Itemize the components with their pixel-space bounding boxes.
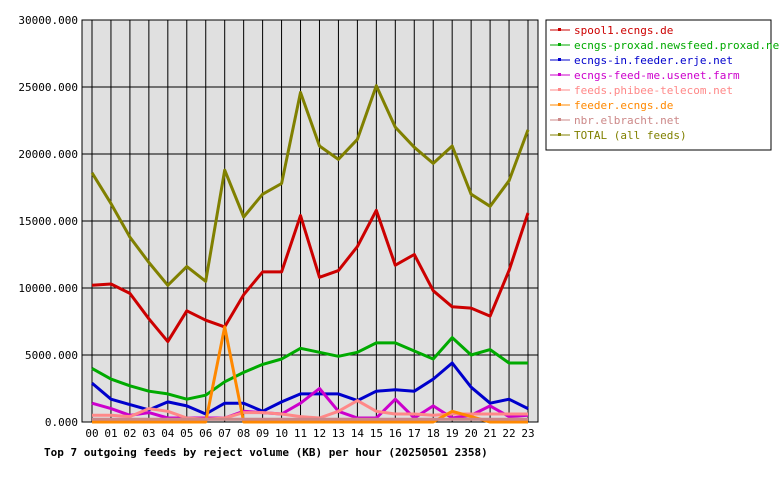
series-line xyxy=(90,84,530,287)
legend-label: ecngs-in.feeder.erje.net xyxy=(574,54,733,67)
legend-swatch-marker xyxy=(558,133,561,136)
y-tick-label: 25000.000 xyxy=(18,81,78,94)
x-tick-label: 16 xyxy=(389,427,402,440)
series-line xyxy=(92,325,528,424)
legend-swatch-marker xyxy=(558,28,561,31)
x-tick-label: 21 xyxy=(483,427,496,440)
x-tick-label: 03 xyxy=(142,427,155,440)
legend-swatch-marker xyxy=(558,58,561,61)
legend-label: feeder.ecngs.de xyxy=(574,99,673,112)
x-tick-label: 22 xyxy=(502,427,515,440)
legend-label: feeds.phibee-telecom.net xyxy=(574,84,733,97)
x-tick-label: 08 xyxy=(237,427,250,440)
x-tick-label: 20 xyxy=(465,427,478,440)
legend-swatch-marker xyxy=(558,73,561,76)
y-tick-label: 15000.000 xyxy=(18,215,78,228)
legend-swatch-marker xyxy=(558,103,561,106)
x-tick-label: 10 xyxy=(275,427,288,440)
series-line xyxy=(91,361,529,416)
legend: spool1.ecngs.de ecngs-proxad.newsfeed.pro… xyxy=(545,19,780,151)
x-tick-label: 02 xyxy=(123,427,136,440)
x-axis-ticks: 00 01 02 03 04 05 06 07 08 09 10 11 12 13 14 15 16 17 18 19… xyxy=(85,427,534,440)
x-tick-label: 06 xyxy=(199,427,212,440)
x-tick-label: 07 xyxy=(218,427,231,440)
x-tick-label: 05 xyxy=(180,427,193,440)
x-tick-label: 12 xyxy=(313,427,326,440)
y-tick-label: 5000.000 xyxy=(25,349,78,362)
x-tick-label: 23 xyxy=(521,427,534,440)
legend-box xyxy=(545,19,772,151)
x-tick-label: 01 xyxy=(104,427,117,440)
legend-swatch-marker xyxy=(558,88,561,91)
x-tick-label: 17 xyxy=(408,427,421,440)
x-tick-label: 14 xyxy=(351,427,365,440)
series-line xyxy=(91,336,528,401)
chart-title: Top 7 outgoing feeds by reject volume (K… xyxy=(44,446,488,459)
y-tick-label: 10000.000 xyxy=(18,282,78,295)
x-tick-label: 15 xyxy=(370,427,383,440)
series-line xyxy=(92,399,528,421)
y-tick-label: 0.000 xyxy=(45,416,78,429)
y-axis-ticks: 0.000 5000.000 10000.000 15000.000 20000.000… xyxy=(18,14,78,429)
x-tick-label: 00 xyxy=(85,427,98,440)
legend-label: ecngs-feed-me.usenet.farm xyxy=(574,69,740,82)
legend-swatch-marker xyxy=(558,43,561,46)
x-tick-label: 11 xyxy=(294,427,307,440)
x-tick-label: 18 xyxy=(427,427,440,440)
x-tick-label: 04 xyxy=(161,427,175,440)
x-tick-label: 19 xyxy=(446,427,459,440)
y-tick-label: 30000.000 xyxy=(18,14,78,27)
series-lines xyxy=(90,84,530,424)
legend-label: spool1.ecngs.de xyxy=(574,24,673,37)
legend-label: nbr.elbracht.net xyxy=(574,114,680,127)
series-line xyxy=(91,387,529,420)
legend-swatch-marker xyxy=(558,118,561,121)
x-tick-label: 13 xyxy=(332,427,345,440)
grid xyxy=(82,19,538,423)
x-tick-label: 09 xyxy=(256,427,269,440)
legend-label: ecngs-proxad.newsfeed.proxad.net xyxy=(574,39,780,52)
legend-label: TOTAL (all feeds) xyxy=(574,129,687,142)
y-tick-label: 20000.000 xyxy=(18,148,78,161)
series-line xyxy=(91,208,530,344)
